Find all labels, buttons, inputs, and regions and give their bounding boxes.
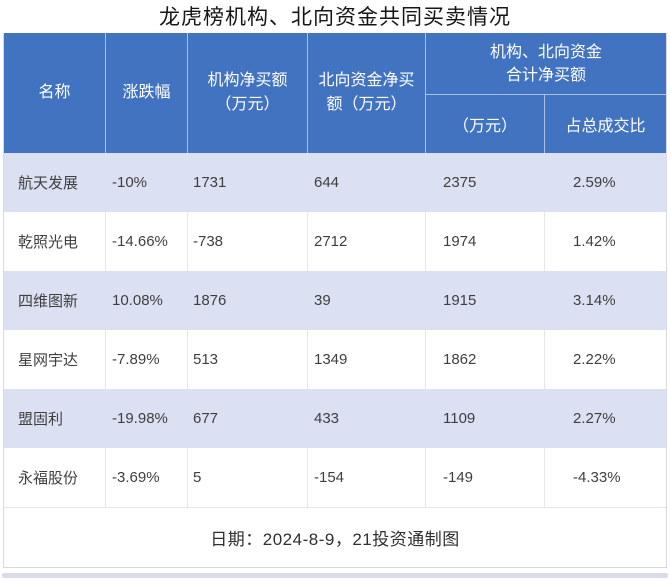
cell-turnover-ratio: 1.42%	[573, 233, 616, 250]
cell-turnover-ratio: 2.22%	[573, 351, 616, 368]
col-header-name-label: 名称	[38, 84, 71, 101]
col-header-north-line2: 额（万元）	[326, 96, 407, 113]
cell-inst-net-buy: 513	[188, 330, 308, 389]
cell-north-net-buy: 644	[314, 174, 340, 191]
page-title: 龙虎榜机构、北向资金共同买卖情况	[159, 6, 511, 29]
cell-change: -7.89%	[106, 330, 188, 389]
cell-name: 永福股份	[4, 448, 106, 507]
cell-north-net-buy: 433	[314, 410, 340, 427]
table-row: 航天发展 -10% 1731 644 2375 2.59%	[4, 153, 666, 212]
cell-inst-net-buy: 1876	[193, 292, 227, 309]
cell-inst-net-buy: 677	[193, 410, 219, 427]
col-header-group-subrow: （万元） 占总成交比	[426, 95, 666, 153]
cell-north-net-buy: 39	[314, 292, 331, 309]
col-header-name: 名称	[4, 33, 106, 153]
col-header-turnover-ratio: 占总成交比	[545, 95, 666, 153]
table-footer: 日期：2024-8-9，21投资通制图	[4, 507, 666, 567]
col-header-group-line2: 合计净买额	[505, 66, 586, 84]
cell-total-net-buy: 2375	[443, 174, 477, 191]
cell-change: -3.69%	[106, 448, 188, 507]
cell-north-net-buy: -154	[308, 448, 426, 507]
cell-inst-net-buy: -738	[188, 212, 308, 271]
col-header-north-line1: 北向资金净买	[318, 72, 415, 89]
cell-turnover-ratio: 3.14%	[573, 292, 616, 309]
col-header-north-net-buy: 北向资金净买 额（万元）	[308, 33, 426, 153]
col-header-group-total-label: 机构、北向资金 合计净买额	[426, 33, 666, 95]
cell-name: 乾照光电	[4, 212, 106, 271]
cell-turnover-ratio: -4.33%	[573, 469, 621, 486]
cell-total-net-buy: 1974	[426, 212, 545, 271]
col-header-inst-net-buy: 机构净买额 （万元）	[188, 33, 308, 153]
table-row: 永福股份 -3.69% 5 -154 -149 -4.33%	[4, 448, 666, 507]
col-header-inst-line2: （万元）	[215, 96, 280, 113]
table-header: 名称 涨跌幅 机构净买额 （万元） 北向资金净买 额（万元） 机构、北向资金 合…	[4, 33, 666, 153]
cell-change: -14.66%	[106, 212, 188, 271]
cell-change: -19.98%	[112, 410, 168, 427]
cell-name: 盟固利	[18, 411, 64, 428]
table-row: 盟固利 -19.98% 677 433 1109 2.27%	[4, 389, 666, 448]
col-header-change: 涨跌幅	[106, 33, 188, 153]
cell-name: 航天发展	[18, 175, 79, 192]
cell-total-net-buy: 1862	[426, 330, 545, 389]
table-row: 四维图新 10.08% 1876 39 1915 3.14%	[4, 271, 666, 330]
table-row: 星网宇达 -7.89% 513 1349 1862 2.22%	[4, 330, 666, 389]
table-row: 乾照光电 -14.66% -738 2712 1974 1.42%	[4, 212, 666, 271]
cell-inst-net-buy: 5	[188, 448, 308, 507]
col-header-turnover-ratio-label: 占总成交比	[565, 118, 646, 135]
col-header-group-total: 机构、北向资金 合计净买额 （万元） 占总成交比	[426, 33, 666, 153]
data-table: 名称 涨跌幅 机构净买额 （万元） 北向资金净买 额（万元） 机构、北向资金 合…	[3, 33, 667, 568]
cell-turnover-ratio: 2.59%	[573, 174, 616, 191]
cell-north-net-buy: 2712	[308, 212, 426, 271]
cell-north-net-buy: 1349	[308, 330, 426, 389]
bottom-strip	[2, 573, 668, 578]
cell-total-net-buy: 1915	[443, 292, 477, 309]
cell-name: 四维图新	[18, 293, 79, 310]
col-header-group-line1: 机构、北向资金	[489, 43, 602, 61]
cell-total-net-buy: 1109	[443, 410, 476, 427]
cell-change: -10%	[112, 174, 148, 191]
col-header-total-wan: （万元）	[426, 95, 545, 153]
col-header-inst-line1: 机构净买额	[207, 72, 288, 89]
cell-name: 星网宇达	[4, 330, 106, 389]
cell-turnover-ratio: 2.27%	[573, 410, 616, 427]
col-header-total-wan-label: （万元）	[452, 118, 517, 135]
col-header-change-label: 涨跌幅	[122, 84, 171, 101]
cell-total-net-buy: -149	[426, 448, 545, 507]
cell-change: 10.08%	[112, 292, 163, 309]
cell-inst-net-buy: 1731	[193, 174, 227, 191]
table-footer-note: 日期：2024-8-9，21投资通制图	[210, 530, 460, 549]
